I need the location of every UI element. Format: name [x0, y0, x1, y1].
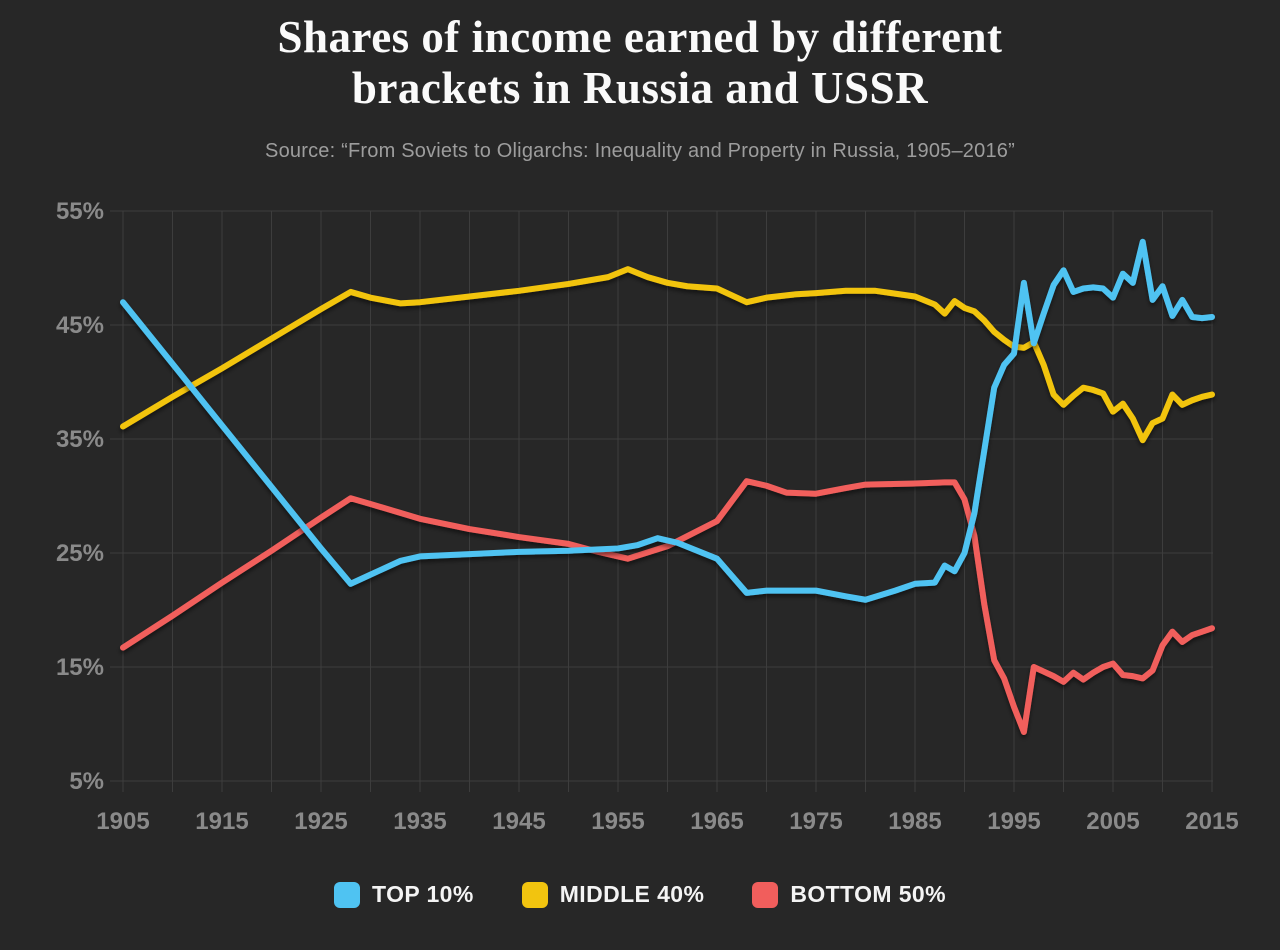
y-axis-tick-label: 25%	[56, 540, 104, 567]
series-line-top-10-	[120, 238, 1215, 603]
y-axis-tick-label: 55%	[56, 198, 104, 225]
y-axis-tick-label: 15%	[56, 654, 104, 681]
x-axis-tick-label: 1935	[393, 808, 446, 835]
x-axis-tick-label: 2005	[1086, 808, 1139, 835]
x-axis-tick-label: 2015	[1185, 808, 1238, 835]
x-axis-tick-label: 1905	[96, 808, 149, 835]
chart-title-line-2: brackets in Russia and USSR	[351, 63, 929, 113]
legend-item-middle-40: MIDDLE 40%	[521, 881, 705, 908]
chart-legend: TOP 10% MIDDLE 40% BOTTOM 50%	[0, 881, 1280, 908]
series-line-middle-40-	[120, 266, 1215, 444]
legend-label-middle-40: MIDDLE 40%	[559, 881, 705, 907]
chart-title: Shares of income earned by different bra…	[0, 12, 1280, 114]
y-axis-tick-label: 5%	[69, 768, 104, 795]
y-axis-tick-label: 35%	[56, 426, 104, 453]
x-axis-tick-label: 1945	[492, 808, 545, 835]
legend-item-top-10: TOP 10%	[334, 881, 474, 908]
x-axis-tick-label: 1975	[789, 808, 842, 835]
series-lines	[120, 238, 1215, 735]
x-axis-tick-label: 1985	[888, 808, 941, 835]
x-axis-tick-label: 1925	[294, 808, 347, 835]
legend-swatch-middle-40	[521, 881, 548, 908]
chart-title-line-1: Shares of income earned by different	[277, 12, 1003, 62]
legend-swatch-top-10	[334, 881, 361, 908]
source-note: Source: “From Soviets to Oligarchs: Ineq…	[265, 140, 1015, 162]
y-axis-tick-label: 45%	[56, 312, 104, 339]
legend-swatch-bottom-50	[752, 881, 779, 908]
x-axis-labels: 1905 1915 1925 1935 1945 1955 1965 1975 1985 1995…	[96, 808, 1238, 835]
x-axis-tick-label: 1995	[987, 808, 1040, 835]
legend-label-top-10: TOP 10%	[372, 881, 474, 907]
series-line-bottom-50-	[120, 478, 1215, 735]
y-axis-labels: 55% 45% 35% 25% 15% 5%	[56, 198, 104, 795]
grid-lines	[110, 210, 1213, 792]
x-axis-tick-label: 1965	[690, 808, 743, 835]
x-axis-tick-label: 1915	[195, 808, 248, 835]
legend-label-bottom-50: BOTTOM 50%	[790, 881, 946, 907]
x-axis-tick-label: 1955	[591, 808, 644, 835]
legend-item-bottom-50: BOTTOM 50%	[752, 881, 946, 908]
